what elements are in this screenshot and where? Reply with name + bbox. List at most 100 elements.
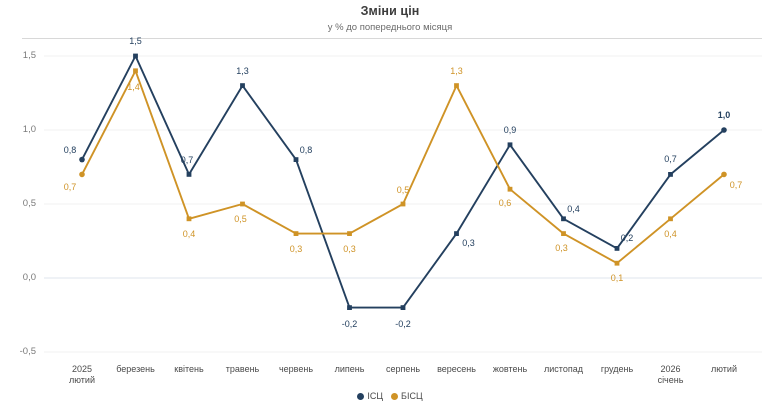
x-axis-tick-label: вересень [422,364,492,375]
y-axis-tick-label: -0,5 [19,346,36,357]
x-axis-tick-line: грудень [600,364,634,374]
data-point [454,231,459,236]
data-point [347,231,352,236]
data-point [454,83,459,88]
data-point-label: 0,3 [343,243,356,254]
data-point [668,172,673,177]
data-point-label: 0,7 [180,155,194,166]
legend-marker-icon [357,392,365,400]
chart-subtitle: у % до попереднього місяця [327,22,453,33]
data-point [614,246,620,251]
data-point [186,172,192,177]
data-point-label: 0,2 [620,233,634,244]
x-axis-tick-line: січень [657,375,684,385]
x-axis-tick-label: серпень [368,364,438,375]
x-axis-tick-label: лютий [689,364,759,375]
series-markers [79,53,727,310]
x-axis-tick-label: червень [261,364,331,375]
data-point [133,53,138,59]
data-point-label: 0,4 [664,228,677,239]
data-point [668,216,673,222]
data-point-label: 0,3 [462,237,475,248]
data-point [561,231,566,236]
data-point [721,171,727,178]
x-axis-tick-label: березень [101,364,171,375]
data-point-label: 1,4 [127,81,140,92]
x-axis-tick-line: червень [278,364,314,374]
legend-label: БІСЦ [401,390,423,401]
data-point [561,216,566,222]
data-point [507,142,513,148]
chart-legend: ІСЦ БІСЦ [0,390,780,401]
y-axis-tick-label: 1,5 [22,50,36,61]
x-axis-tick-label: жовтень [475,364,545,375]
data-point-label: 1,3 [450,65,463,76]
data-point-label: 1,3 [236,65,249,76]
x-axis-tick-label: липень [315,364,385,375]
x-axis-tick-line: листопад [544,364,583,374]
series-line-icu [81,55,725,309]
legend-item[interactable]: ІСЦ [357,391,383,401]
gridlines [44,55,762,353]
data-point-label: 0,4 [567,203,580,214]
data-point [347,305,352,310]
x-axis-tick-line: квітень [174,364,204,374]
x-axis-tick-label: травень [208,364,278,375]
data-point-label: 1,5 [129,36,142,46]
data-point-label: 0,7 [664,154,677,165]
data-point [240,201,245,207]
data-point-label: 0,3 [555,242,568,253]
x-axis-tick-line: 2026 [660,364,681,374]
data-point [133,68,138,74]
x-axis-tick-label: 2026 січень [636,364,706,386]
x-axis-tick-line: серпень [385,364,421,374]
data-point-label: 0,4 [182,228,196,239]
series-lines [81,55,725,309]
y-axis-tick-label: 0,5 [22,198,36,209]
y-axis-tick-label: 1,0 [22,124,36,135]
x-axis-tick-line: березень [116,364,155,374]
data-point [79,171,85,178]
x-axis-tick-line: травень [225,364,260,374]
data-point-label: -0,2 [395,318,411,329]
x-axis-tick-line: лютий [69,375,95,385]
data-point-label: 0,8 [63,144,77,155]
data-point-label: 0,5 [396,185,410,195]
data-point-label: 0,7 [63,182,77,193]
data-point-label: 0,1 [610,273,624,284]
chart-title: Зміни цін [360,4,420,18]
data-point [186,216,192,222]
data-point-label: 0,7 [729,180,743,191]
x-axis-tick-label: квітень [154,364,224,375]
data-point [400,305,406,310]
data-point [240,83,245,88]
data-point [79,156,85,163]
data-point [614,260,620,266]
legend-marker-icon [391,392,399,400]
data-point [293,157,299,162]
data-point-label: 1,0 [717,110,731,120]
data-point [400,201,406,207]
y-axis-tick-label: 0,0 [22,272,36,283]
x-axis-tick-line: лютий [711,364,737,374]
data-point [293,231,299,236]
data-point-label: 0,3 [289,243,303,254]
data-point [507,186,513,192]
x-axis-tick-label: 2025 лютий [47,364,117,386]
data-point-label: 0,8 [299,144,313,155]
legend-item[interactable]: БІСЦ [391,391,423,401]
x-axis-tick-label: листопад [529,364,599,375]
x-axis-tick-label: грудень [582,364,652,375]
data-point-label: -0,2 [341,318,358,329]
data-point-label: 0,5 [234,214,247,224]
x-axis-tick-line: жовтень [492,364,528,374]
data-point [721,127,727,133]
data-point-label: 0,9 [503,124,517,135]
data-point-label: 0,6 [498,198,512,209]
x-axis-tick-line: липень [334,364,365,374]
header-divider [22,38,762,39]
legend-label: ІСЦ [367,390,384,401]
x-axis-tick-line: вересень [437,364,476,374]
